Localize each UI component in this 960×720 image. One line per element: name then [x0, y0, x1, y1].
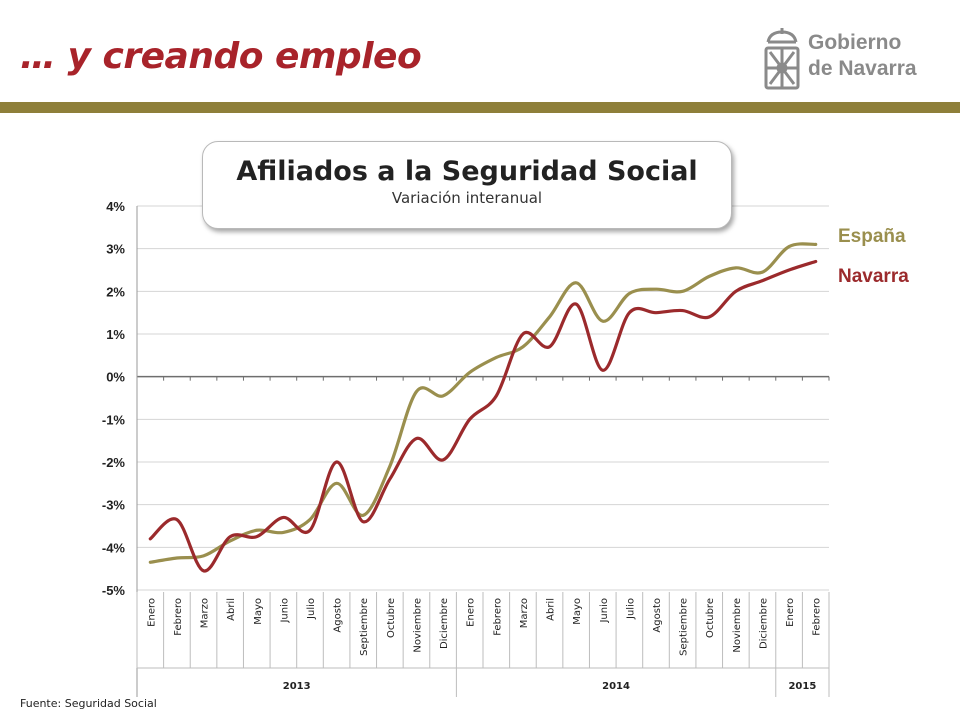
chart-title: Afiliados a la Seguridad Social — [236, 156, 698, 187]
x-tick-label: Noviembre — [412, 598, 423, 653]
x-tick-label: Marzo — [200, 598, 211, 628]
x-tick-label: Junio — [279, 598, 290, 624]
x-tick-label: Febrero — [173, 598, 184, 636]
y-tick-label: -3% — [102, 498, 126, 513]
x-tick-label: Octubre — [386, 598, 397, 638]
y-tick-label: 2% — [106, 284, 125, 299]
x-tick-label: Diciembre — [439, 598, 450, 649]
source-note: Fuente: Seguridad Social — [20, 697, 157, 710]
slide-title: … y creando empleo — [20, 36, 422, 77]
chart-subtitle: Variación interanual — [391, 189, 543, 207]
x-tick-label: Diciembre — [758, 598, 769, 649]
x-tick-label: Julio — [306, 598, 317, 620]
x-tick-label: Enero — [466, 598, 477, 627]
header-band — [0, 102, 960, 113]
x-tick-label: Agosto — [333, 598, 344, 633]
x-tick-label: Septiembre — [679, 598, 690, 656]
x-tick-label: Febrero — [492, 598, 503, 636]
x-tick-label: Junio — [599, 598, 610, 624]
year-label: 2014 — [602, 681, 630, 692]
series-line-espana — [148, 242, 818, 564]
navarra-coat-of-arms-icon — [764, 28, 800, 90]
series-line-navarra — [148, 259, 818, 573]
y-tick-label: -5% — [102, 583, 126, 598]
logo-line-1: Gobierno — [808, 31, 902, 54]
x-tick-label: Septiembre — [359, 598, 370, 656]
x-tick-label: Abril — [546, 598, 557, 621]
legend-espana: España — [838, 226, 906, 247]
y-tick-label: -4% — [102, 540, 126, 555]
year-label: 2015 — [788, 681, 816, 692]
x-tick-label: Marzo — [519, 598, 530, 628]
year-label: 2013 — [283, 681, 311, 692]
y-tick-label: -1% — [102, 412, 126, 427]
logo-line-2: de Navarra — [808, 57, 917, 80]
gobierno-navarra-logo: Gobierno de Navarra — [762, 26, 942, 98]
chart-title-box: Afiliados a la Seguridad Social Variació… — [202, 141, 732, 229]
x-tick-label: Octubre — [705, 598, 716, 638]
x-tick-label: Febrero — [812, 598, 823, 636]
y-tick-label: -2% — [102, 455, 126, 470]
x-tick-label: Enero — [785, 598, 796, 627]
x-tick-label: Agosto — [652, 598, 663, 633]
x-tick-label: Enero — [146, 598, 157, 627]
y-tick-label: 3% — [106, 242, 125, 257]
x-tick-label: Julio — [625, 598, 636, 620]
x-tick-label: Abril — [226, 598, 237, 621]
legend-navarra: Navarra — [838, 266, 909, 287]
x-tick-label: Mayo — [253, 598, 264, 625]
y-tick-label: 0% — [106, 370, 125, 385]
y-tick-label: 1% — [106, 327, 125, 342]
y-tick-label: 4% — [106, 199, 125, 214]
x-tick-label: Mayo — [572, 598, 583, 625]
x-tick-label: Noviembre — [732, 598, 743, 653]
